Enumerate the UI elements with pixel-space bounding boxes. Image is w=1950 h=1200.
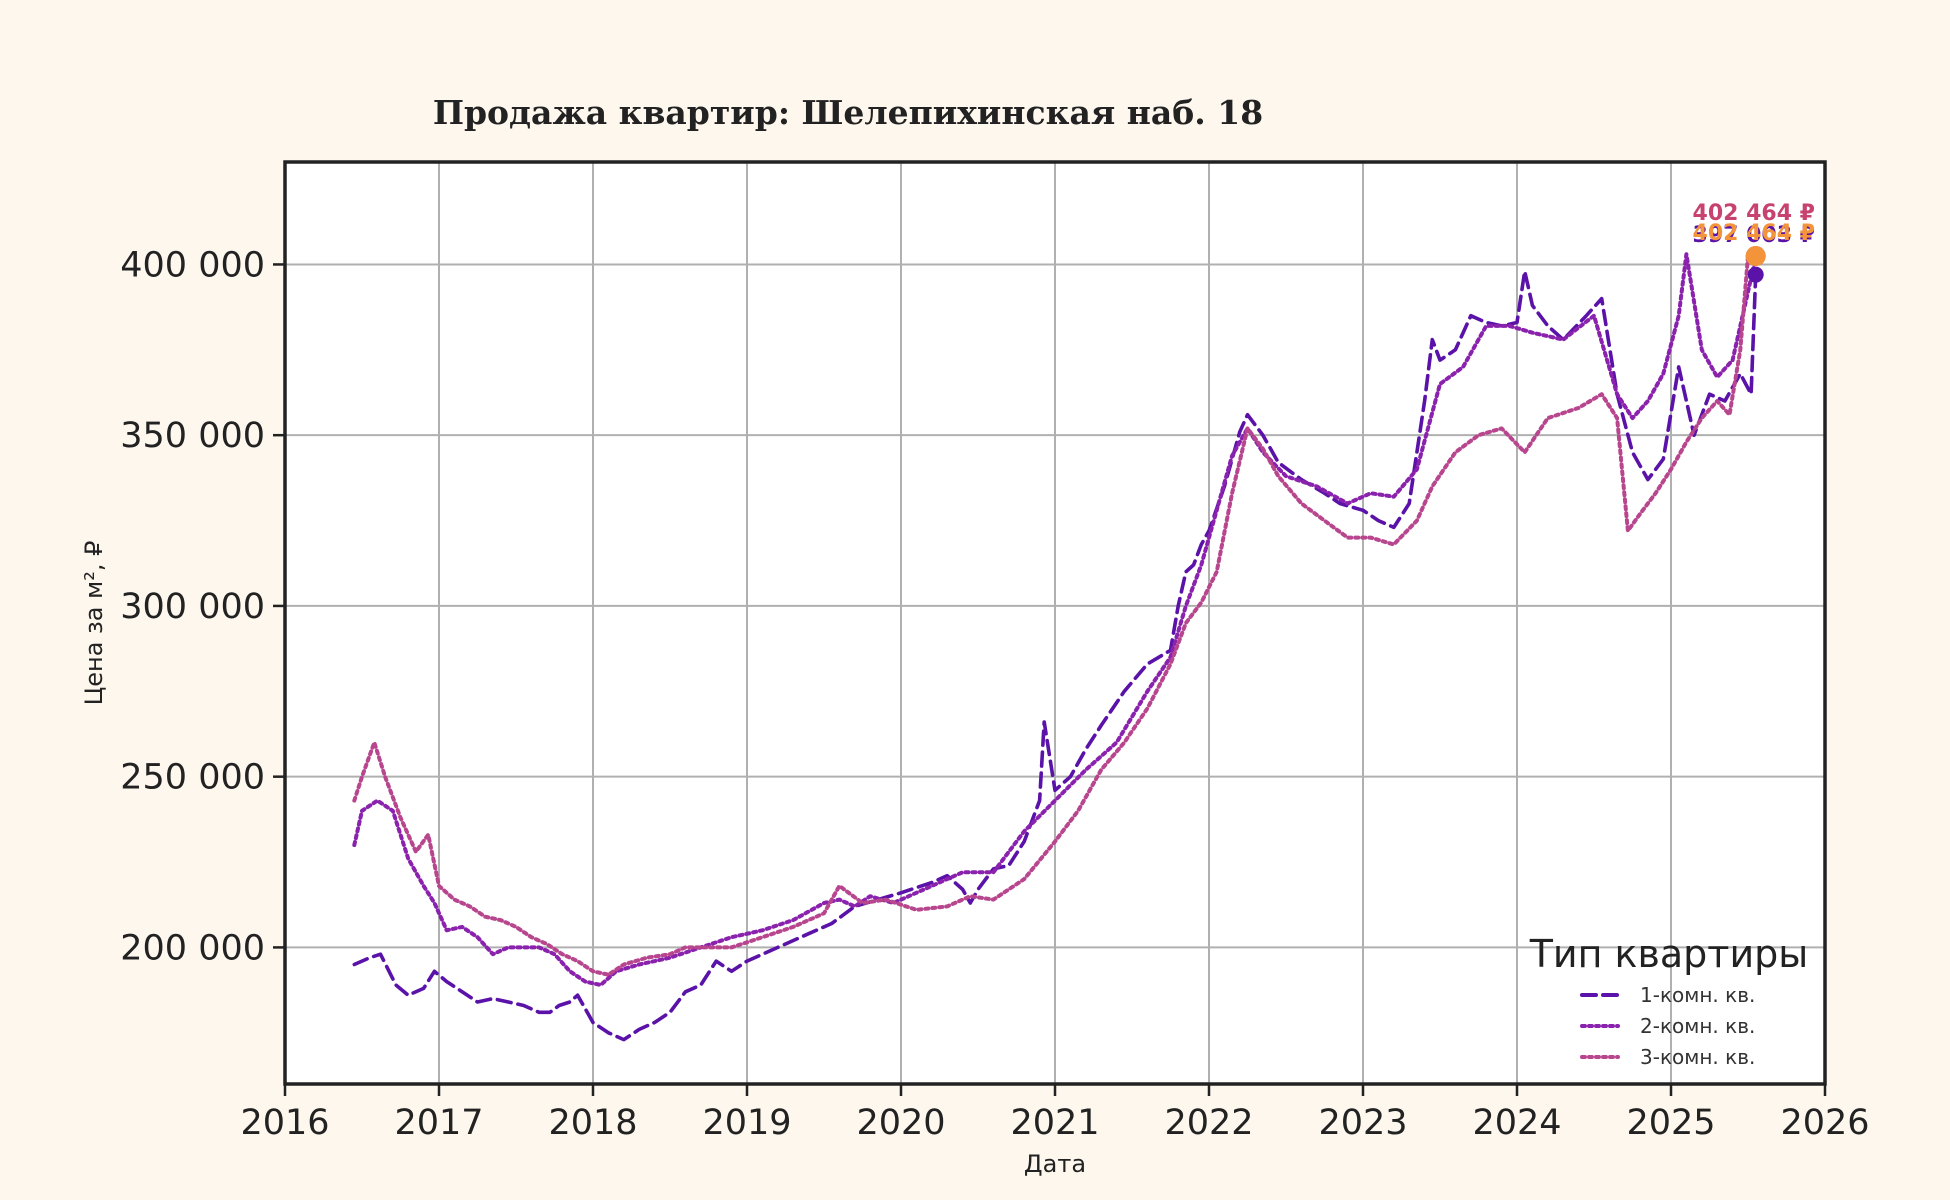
series-line-2 [352,252,1758,987]
x-axis-label: Дата [1024,1150,1086,1178]
legend-label: 2-комн. кв. [1640,1014,1755,1038]
y-tick-label: 400 000 [120,245,265,285]
x-tick-label: 2019 [702,1103,791,1143]
end-marker-label: 402 464 ₽ [1693,221,1815,246]
x-tick-label: 2026 [1780,1103,1869,1143]
x-tick-label: 2020 [856,1103,945,1143]
end-marker-label: 397 003 ₽ [1693,223,1815,248]
legend-label: 1-комн. кв. [1640,983,1755,1007]
series-line-3 [352,254,1750,977]
series-line-1 [352,269,1758,1042]
x-axis: 2016 2017 2018 2019 2020 2021 2022 2023 2024 2025… [240,1084,1870,1143]
x-tick-label: 2025 [1626,1103,1715,1143]
x-tick-label: 2024 [1472,1103,1561,1143]
x-tick-label: 2023 [1318,1103,1407,1143]
y-tick-label: 350 000 [120,416,265,456]
x-tick-label: 2022 [1164,1103,1253,1143]
end-marker-dot [1745,246,1766,267]
legend-title: Тип квартиры [1529,932,1809,976]
y-tick-label: 200 000 [120,928,265,968]
end-marker-label: 402 464 ₽ [1693,201,1815,226]
x-tick-label: 2017 [394,1103,483,1143]
x-tick-label: 2016 [240,1103,329,1143]
chart-title: Продажа квартир: Шелепихинская наб. 18 [433,93,1263,132]
x-tick-label: 2018 [548,1103,637,1143]
end-markers: 402 464 ₽397 003 ₽402 464 ₽ [1693,201,1815,283]
y-axis-label: Цена за м², ₽ [80,541,108,706]
y-tick-label: 250 000 [120,758,265,798]
y-tick-label: 300 000 [120,587,265,627]
legend-label: 3-комн. кв. [1640,1045,1755,1069]
end-marker-dot [1747,266,1764,283]
x-tick-label: 2021 [1010,1103,1099,1143]
y-axis: 200 000 250 000 300 000 350 000 400 000 [120,245,285,968]
series-layer [352,252,1758,1042]
legend: Тип квартиры 1-комн. кв. 2-комн. кв. 3-ком… [1529,932,1809,1069]
